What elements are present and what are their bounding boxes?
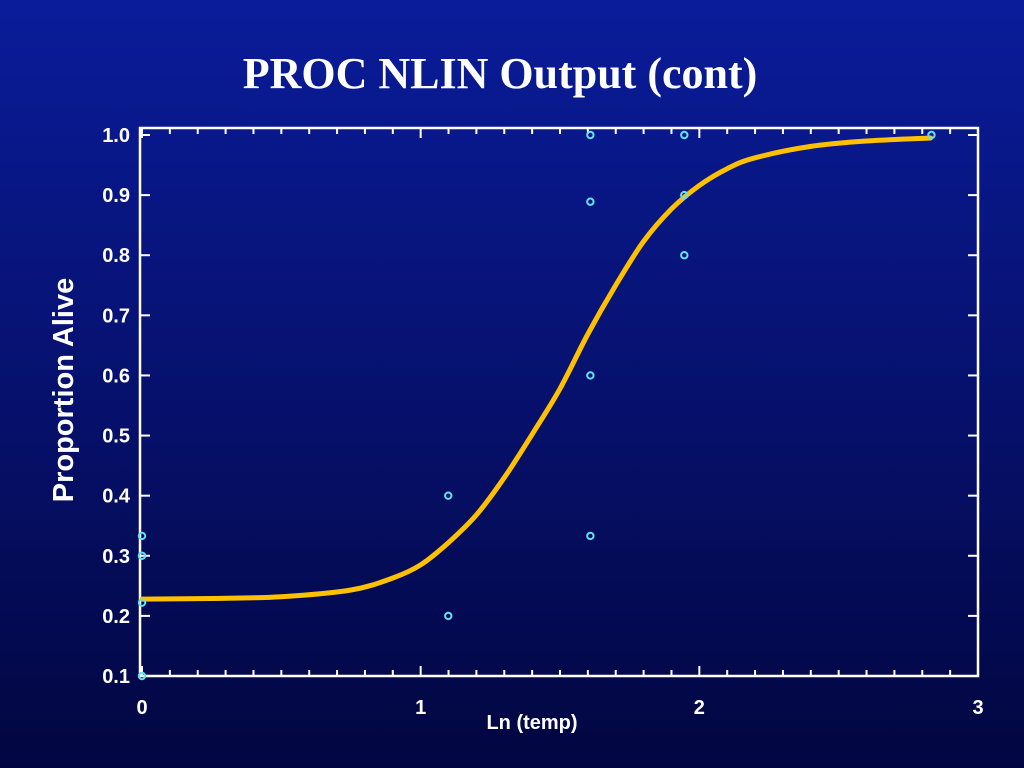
x-tick-label: 0 — [136, 697, 147, 719]
data-point — [586, 371, 595, 380]
data-point — [444, 491, 453, 500]
data-point — [586, 197, 595, 206]
observed-points — [137, 130, 936, 681]
y-tick-label: 0.3 — [102, 546, 130, 568]
data-point — [137, 671, 147, 681]
data-point — [927, 130, 936, 140]
y-tick-label: 0.1 — [102, 666, 130, 688]
y-tick-label: 0.2 — [102, 606, 130, 628]
data-point — [444, 611, 453, 621]
plot-frame — [138, 126, 980, 678]
y-tick-label: 0.9 — [102, 185, 130, 207]
y-axis-label: Proportion Alive — [48, 278, 80, 503]
x-tick-label: 3 — [972, 697, 983, 719]
data-point — [586, 130, 595, 140]
x-axis-label: Ln (temp) — [486, 712, 577, 734]
data-point — [680, 190, 689, 200]
y-tick-label: 0.6 — [102, 365, 130, 387]
x-tick-label: 1 — [415, 697, 426, 719]
y-tick-label: 1.0 — [102, 125, 130, 147]
y-axis: 0.1 0.2 0.3 0.4 0.5 0.6 0.7 0.8 0.9 1.0 — [102, 125, 978, 688]
slide-title: PROC NLIN Output (cont) — [242, 49, 758, 98]
data-point — [680, 130, 689, 140]
data-point — [680, 251, 689, 260]
data-point — [137, 531, 147, 541]
y-tick-label: 0.7 — [102, 305, 130, 327]
data-point — [137, 598, 147, 607]
y-tick-label: 0.5 — [102, 426, 130, 448]
fitted-curve — [139, 135, 934, 602]
x-tick-label: 2 — [694, 697, 705, 719]
data-point — [137, 551, 147, 560]
data-point — [586, 531, 595, 541]
y-tick-label: 0.4 — [102, 486, 131, 508]
x-axis: 0 1 2 3 — [136, 128, 984, 719]
y-tick-label: 0.8 — [102, 245, 130, 267]
